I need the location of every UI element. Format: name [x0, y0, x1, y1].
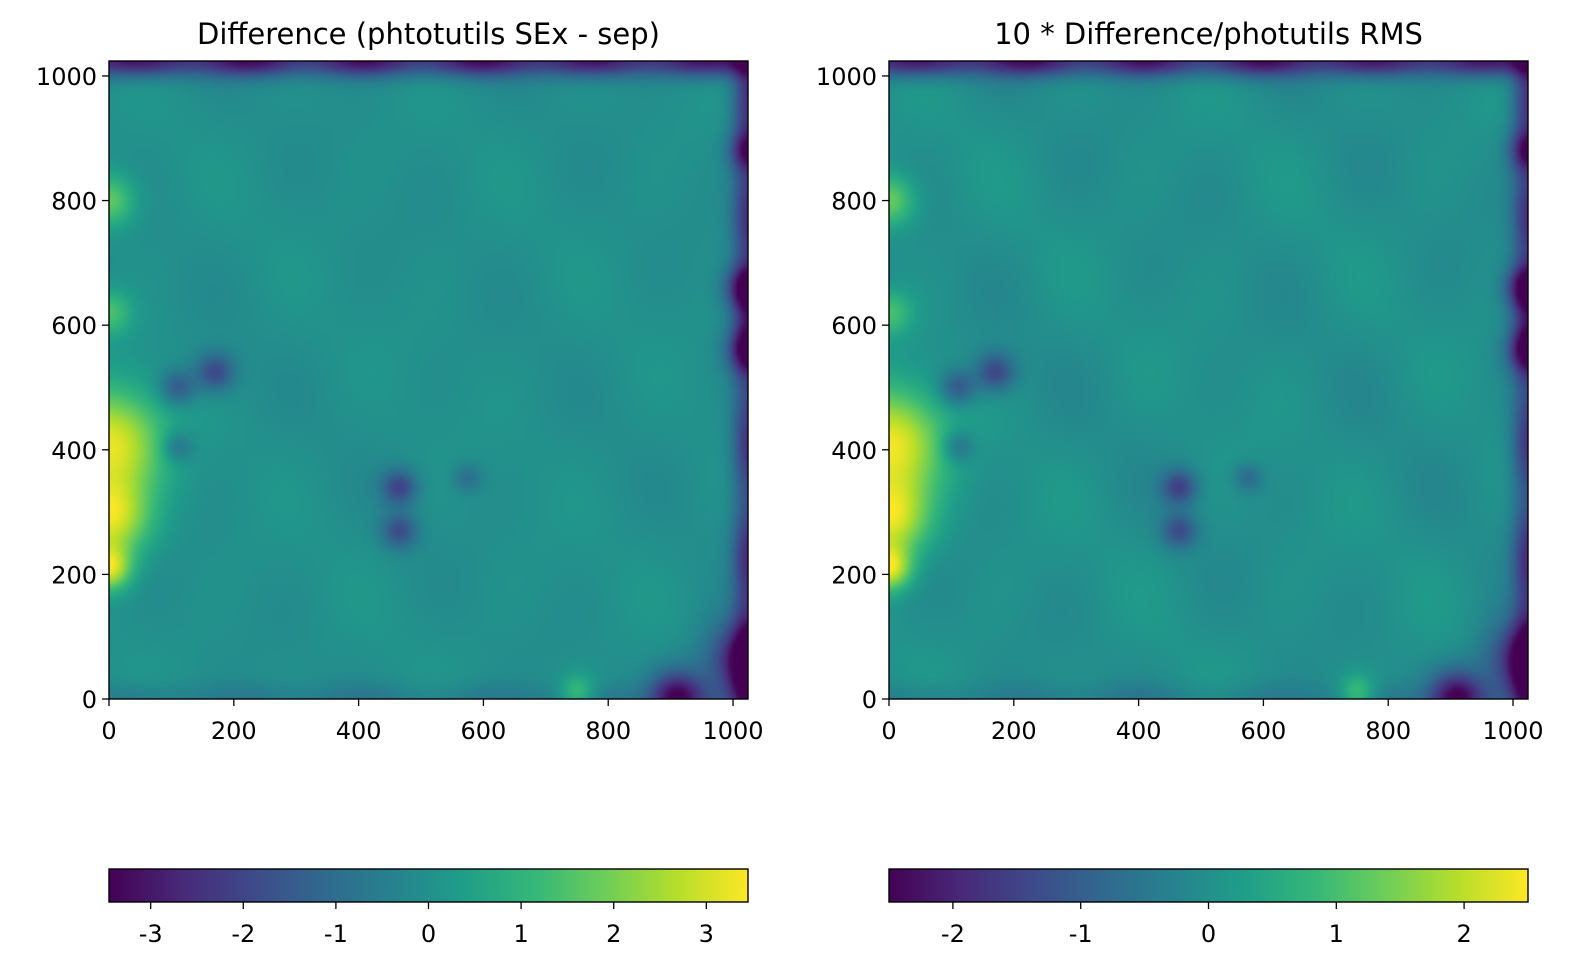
chart-title-2: 10 * Difference/photutils RMS	[994, 17, 1423, 51]
x-tick-label-2-4: 800	[1365, 717, 1411, 745]
x-tick-label-2-5: 1000	[1482, 717, 1543, 745]
x-tick-label-2-1: 200	[991, 717, 1037, 745]
y-tick-label-1-2: 400	[51, 437, 97, 465]
colorbar-tick-label-2-3: 1	[1329, 920, 1344, 948]
y-tick-label-2-3: 600	[831, 312, 877, 340]
heatmap-image-2	[889, 61, 1528, 699]
y-tick-label-1-0: 0	[82, 686, 97, 714]
y-tick-label-2-4: 800	[831, 188, 877, 216]
colorbar-tick-label-1-5: 2	[606, 920, 621, 948]
colorbar-tick-label-1-1: -2	[231, 920, 255, 948]
heatmap-image-1	[109, 61, 748, 699]
y-tick-label-1-1: 200	[51, 561, 97, 589]
y-tick-label-1-3: 600	[51, 312, 97, 340]
y-tick-label-2-2: 400	[831, 437, 877, 465]
colorbar-tick-label-1-2: -1	[324, 920, 348, 948]
y-tick-label-1-4: 800	[51, 188, 97, 216]
colorbar-tick-label-2-0: -2	[941, 920, 965, 948]
x-tick-label-1-5: 1000	[702, 717, 763, 745]
chart-title-1: Difference (phtotutils SEx - sep)	[197, 17, 660, 51]
x-tick-label-1-4: 800	[585, 717, 631, 745]
x-tick-label-2-2: 400	[1116, 717, 1162, 745]
y-tick-label-2-1: 200	[831, 561, 877, 589]
x-tick-label-1-2: 400	[336, 717, 382, 745]
colorbar-tick-label-1-4: 1	[513, 920, 528, 948]
colorbar-tick-label-1-3: 0	[421, 920, 436, 948]
axes-frame-2	[888, 60, 1529, 700]
x-tick-label-1-3: 600	[461, 717, 507, 745]
colorbar-tick-label-2-2: 0	[1201, 920, 1216, 948]
x-tick-label-1-0: 0	[101, 717, 116, 745]
axes-frame-1	[108, 60, 749, 700]
x-tick-label-1-1: 200	[211, 717, 257, 745]
colorbar-tick-label-1-6: 3	[699, 920, 714, 948]
x-tick-label-2-0: 0	[881, 717, 896, 745]
y-tick-label-2-0: 0	[862, 686, 877, 714]
colorbar-tick-label-2-4: 2	[1456, 920, 1471, 948]
colorbar-tick-label-2-1: -1	[1069, 920, 1093, 948]
panel-1: Difference (phtotutils SEx - sep)0 200 400…	[36, 17, 764, 948]
y-tick-label-1-5: 1000	[36, 63, 97, 91]
x-tick-label-2-3: 600	[1241, 717, 1287, 745]
colorbar-2	[888, 868, 1529, 903]
y-tick-label-2-5: 1000	[816, 63, 877, 91]
colorbar-tick-label-1-0: -3	[139, 920, 163, 948]
colorbar-1	[108, 868, 749, 903]
